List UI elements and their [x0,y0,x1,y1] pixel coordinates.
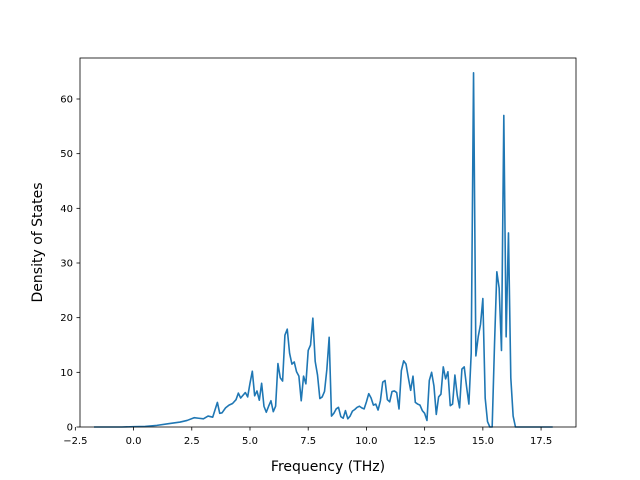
y-tick-label: 40 [60,204,73,215]
y-tick-label: 50 [60,149,73,160]
y-tick-label: 60 [60,95,73,106]
x-tick-label: 5.0 [242,436,258,447]
y-axis: 0 10 20 30 40 50 60 [60,95,80,434]
y-tick-label: 10 [60,368,73,379]
x-tick-label: 12.5 [414,436,436,447]
x-axis: −2.5 0.0 2.5 5.0 7.5 10.0 12.5 15.0 17.5 [63,427,552,447]
x-tick-label: 0.0 [126,436,142,447]
x-tick-label: 15.0 [472,436,494,447]
y-tick-label: 0 [67,423,73,434]
x-tick-label: 17.5 [530,436,552,447]
x-tick-label: 2.5 [184,436,200,447]
x-tick-label: 7.5 [300,436,316,447]
x-tick-label: −2.5 [63,436,87,447]
y-tick-label: 20 [60,313,73,324]
y-axis-label: Density of States [30,183,46,303]
x-axis-label: Frequency (THz) [271,459,385,475]
plot-area [93,71,553,428]
plot-frame [79,57,577,428]
x-tick-label: 10.0 [355,436,377,447]
y-tick-label: 30 [60,259,73,270]
series-line-0 [93,71,553,428]
